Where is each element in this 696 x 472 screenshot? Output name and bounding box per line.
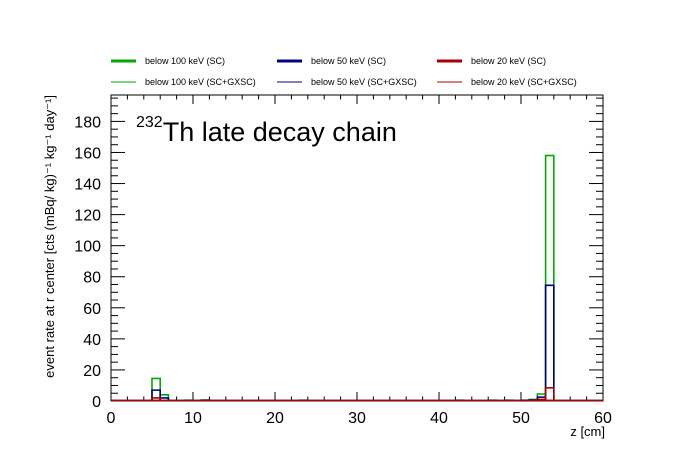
series-4 xyxy=(111,155,603,401)
y-tick-label: 100 xyxy=(74,239,101,256)
series-3 xyxy=(111,386,603,402)
legend-label: below 100 keV (SC) xyxy=(145,56,225,66)
x-tick-label: 20 xyxy=(266,410,284,427)
chart-title-main: Th late decay chain xyxy=(163,117,397,147)
y-tick-label: 120 xyxy=(74,208,101,225)
y-tick-label: 0 xyxy=(92,394,101,411)
axis-ticks: 0 10 20 30 40 50 60 0 20 40 60 80 100 120 140 160 180 xyxy=(74,95,612,427)
legend-label: below 50 keV (SC+GXSC) xyxy=(311,77,417,87)
series-2 xyxy=(111,284,603,402)
x-tick-label: 10 xyxy=(184,410,202,427)
x-tick-label: 30 xyxy=(348,410,366,427)
y-tick-label: 160 xyxy=(74,145,101,162)
histogram-bin xyxy=(545,155,555,401)
series-5 xyxy=(111,284,603,401)
histogram-bin xyxy=(545,284,555,401)
x-axis-title: z [cm] xyxy=(570,424,605,439)
legend-label: below 20 keV (SC) xyxy=(471,56,546,66)
histogram-bin xyxy=(151,389,161,401)
series-1 xyxy=(111,154,603,402)
histogram-bin xyxy=(544,284,555,401)
histogram-bin xyxy=(544,386,555,401)
y-tick-label: 140 xyxy=(74,177,101,194)
y-axis-title: event rate at r center [cts (mBq/ kg)⁻¹ … xyxy=(42,95,57,378)
y-tick-label: 40 xyxy=(83,332,101,349)
chart-title: 232Th late decay chain xyxy=(136,114,397,147)
x-tick-label: 0 xyxy=(107,410,116,427)
histogram-bin xyxy=(545,387,555,401)
x-tick-label: 60 xyxy=(594,410,612,427)
legend: below 100 keV (SC) below 50 keV (SC) below… xyxy=(111,56,577,87)
histogram-bin xyxy=(151,389,161,401)
x-tick-label: 50 xyxy=(512,410,530,427)
histogram-bin xyxy=(151,397,161,401)
y-tick-label: 60 xyxy=(83,301,101,318)
y-tick-label: 80 xyxy=(83,270,101,287)
x-tick-label: 40 xyxy=(430,410,448,427)
y-tick-label: 180 xyxy=(74,114,101,131)
legend-label: below 20 keV (SC+GXSC) xyxy=(471,77,577,87)
legend-label: below 100 keV (SC+GXSC) xyxy=(145,77,256,87)
chart-title-superscript: 232 xyxy=(136,114,163,131)
histogram-bin xyxy=(544,154,555,401)
y-tick-label: 20 xyxy=(83,363,101,380)
legend-label: below 50 keV (SC) xyxy=(311,56,386,66)
histogram-series xyxy=(111,154,603,402)
